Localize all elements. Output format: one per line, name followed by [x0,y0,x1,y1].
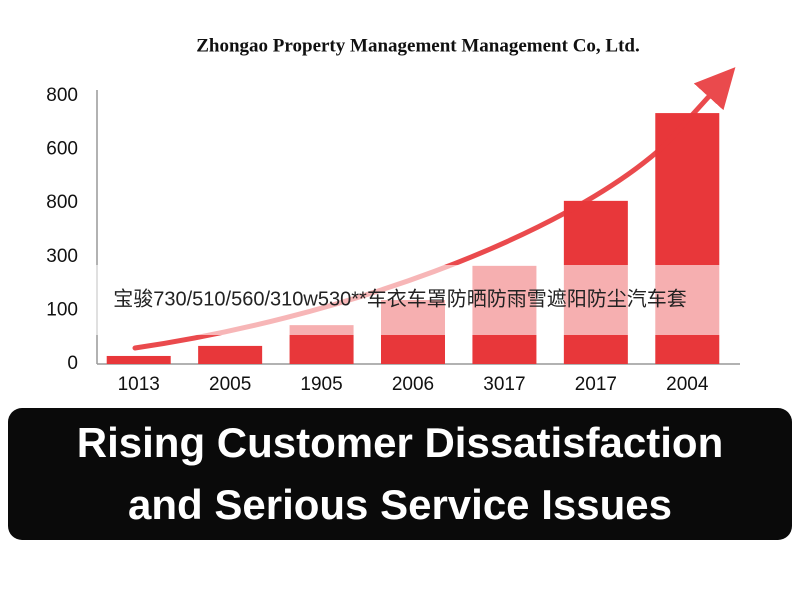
bar [198,345,263,364]
banner-line: Rising Customer Dissatisfaction [77,419,723,466]
y-tick-label: 800 [46,192,78,213]
y-tick-label: 100 [46,299,78,320]
overlay-band [0,265,800,335]
x-tick-label: 1013 [118,374,160,395]
x-tick-label: 2005 [209,374,251,395]
x-tick-label: 1905 [300,374,342,395]
y-tick-label: 800 [46,85,78,106]
chart-title: Zhongao Property Management Management C… [196,35,639,56]
banner [8,408,792,540]
banner-line: and Serious Service Issues [128,481,672,528]
x-tick-label: 3017 [483,374,525,395]
x-tick-label: 2004 [666,374,709,395]
y-tick-label: 600 [46,139,78,160]
y-tick-label: 0 [67,353,78,374]
x-tick-label: 2006 [392,374,434,395]
x-tick-label: 2017 [575,374,617,395]
bar [106,355,171,364]
y-tick-label: 300 [46,246,78,267]
overlay-caption: 宝骏730/510/560/310w530**车衣车罩防晒防雨雪遮阳防尘汽车套 [113,287,687,310]
